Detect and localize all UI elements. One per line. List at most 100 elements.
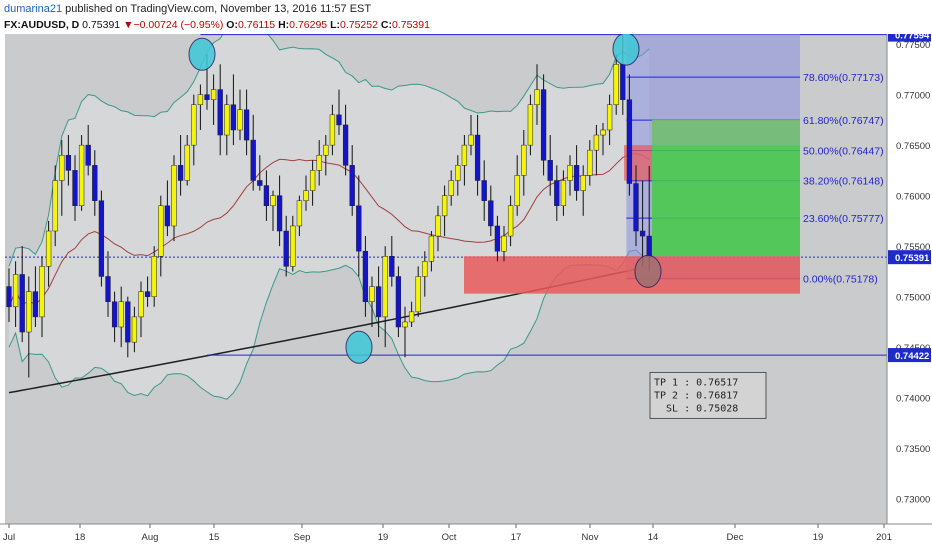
candle-body <box>626 99 633 184</box>
candle-body <box>646 235 652 258</box>
candle-body <box>468 134 474 146</box>
price-tick-label: 0.76000 <box>896 192 930 203</box>
candle-body <box>587 149 593 176</box>
bollinger-middle-line <box>8 153 650 307</box>
candle-body <box>389 256 395 277</box>
candle-body <box>184 144 190 181</box>
high-value: 0.76295 <box>289 19 328 31</box>
time-tick-label: 18 <box>75 532 86 543</box>
candle-body <box>375 286 382 318</box>
candle-body <box>474 134 481 181</box>
candle-body <box>19 274 25 333</box>
recent-high-circle <box>612 34 640 66</box>
candle-body <box>98 200 105 277</box>
candle-body <box>461 144 468 166</box>
candle-body <box>270 195 276 207</box>
candle-body <box>395 276 402 328</box>
candle-body <box>573 165 580 191</box>
swing-low-circle <box>345 330 373 364</box>
low-value: 0.75252 <box>339 19 378 31</box>
candle-body <box>554 180 560 207</box>
candle-body <box>441 195 448 217</box>
candle-body <box>177 165 184 181</box>
candle-body <box>567 165 573 181</box>
candle-body <box>39 266 45 318</box>
candle-body <box>540 89 547 161</box>
time-tick-label: 19 <box>378 532 389 543</box>
fibonacci-level-label: 23.60%(0.75777) <box>803 213 884 225</box>
price-tick-label: 0.75000 <box>896 293 930 304</box>
candle-body <box>32 291 39 318</box>
candle-body <box>606 104 613 131</box>
price-tick-label: 0.77000 <box>896 91 930 102</box>
down-arrow-icon: ▼ <box>123 19 134 31</box>
chart-header: dumarina21 published on TradingView.com,… <box>0 0 932 34</box>
candle-body <box>527 104 534 146</box>
price-chart[interactable]: 100.00%(0.77716)78.60%(0.77173)61.80%(0.… <box>0 34 932 550</box>
candle-body <box>633 183 639 232</box>
price-tick-label: 0.74000 <box>896 394 930 405</box>
targets-box <box>649 371 767 419</box>
price-tick-label: 0.77500 <box>896 40 930 51</box>
candle-body <box>362 250 369 302</box>
candle-body <box>158 205 164 257</box>
time-tick-label: Oct <box>442 532 457 543</box>
candle-body <box>303 190 309 201</box>
candle-body <box>138 291 144 318</box>
time-tick-label: 15 <box>209 532 220 543</box>
author-link[interactable]: dumarina21 <box>4 3 63 15</box>
price-axis <box>887 34 932 524</box>
stop-loss-zone <box>464 256 800 294</box>
candle-body <box>369 286 375 302</box>
recent-low-circle <box>634 254 662 288</box>
candle-body <box>210 89 217 100</box>
candle-body <box>600 129 606 136</box>
candle-body <box>514 175 520 207</box>
candle-body <box>481 180 487 201</box>
candle-body <box>382 256 388 318</box>
fibonacci-level-label: 61.80%(0.76747) <box>803 115 884 127</box>
bollinger-band-fill <box>9 34 650 400</box>
candle-body <box>521 144 527 176</box>
candle-body <box>455 165 461 181</box>
bollinger-upper-line <box>8 34 650 267</box>
time-axis <box>0 524 932 550</box>
fibonacci-level-label: 38.20%(0.76148) <box>803 176 884 188</box>
candle-body <box>72 170 78 207</box>
candle-body <box>197 94 204 105</box>
candle-body <box>296 200 303 227</box>
bollinger-lower-line <box>8 249 650 400</box>
time-tick-label: 14 <box>648 532 659 543</box>
price-marker-box <box>888 250 931 265</box>
candle-body <box>92 165 98 201</box>
candle-body <box>243 109 250 141</box>
candle-body <box>217 89 223 136</box>
fibonacci-level-label: 0.00%(0.75178) <box>803 274 878 286</box>
price-change: −0.00724 (−0.95%) <box>133 19 224 31</box>
symbol-name[interactable]: FX:AUDUSD, D <box>4 19 80 31</box>
candle-body <box>593 134 600 151</box>
take-profit-zone-top <box>652 119 800 146</box>
fibonacci-level-label: 50.00%(0.76447) <box>803 145 884 157</box>
open-value: 0.76115 <box>237 19 276 31</box>
candle-body <box>283 230 289 267</box>
candle-body <box>224 104 230 136</box>
candle-body <box>507 205 514 237</box>
candle-body <box>237 109 243 131</box>
low-label: L: <box>330 19 340 31</box>
close-value: 0.75391 <box>391 19 430 31</box>
targets-box-line: TP 1 : 0.76517 <box>654 377 738 388</box>
price-tick-label: 0.75500 <box>896 242 930 253</box>
candle-body <box>402 321 408 328</box>
candle-body <box>316 154 322 171</box>
candle-body <box>356 205 362 252</box>
targets-box-line: TP 2 : 0.76817 <box>654 390 738 401</box>
candle-body <box>45 230 52 267</box>
candle-body <box>488 200 494 227</box>
candle-body <box>329 114 336 146</box>
candle-body <box>85 144 91 166</box>
high-label: H: <box>278 19 290 31</box>
candle-body <box>230 104 237 131</box>
candle-body <box>342 124 349 166</box>
price-marker-label: 0.75391 <box>895 253 930 264</box>
